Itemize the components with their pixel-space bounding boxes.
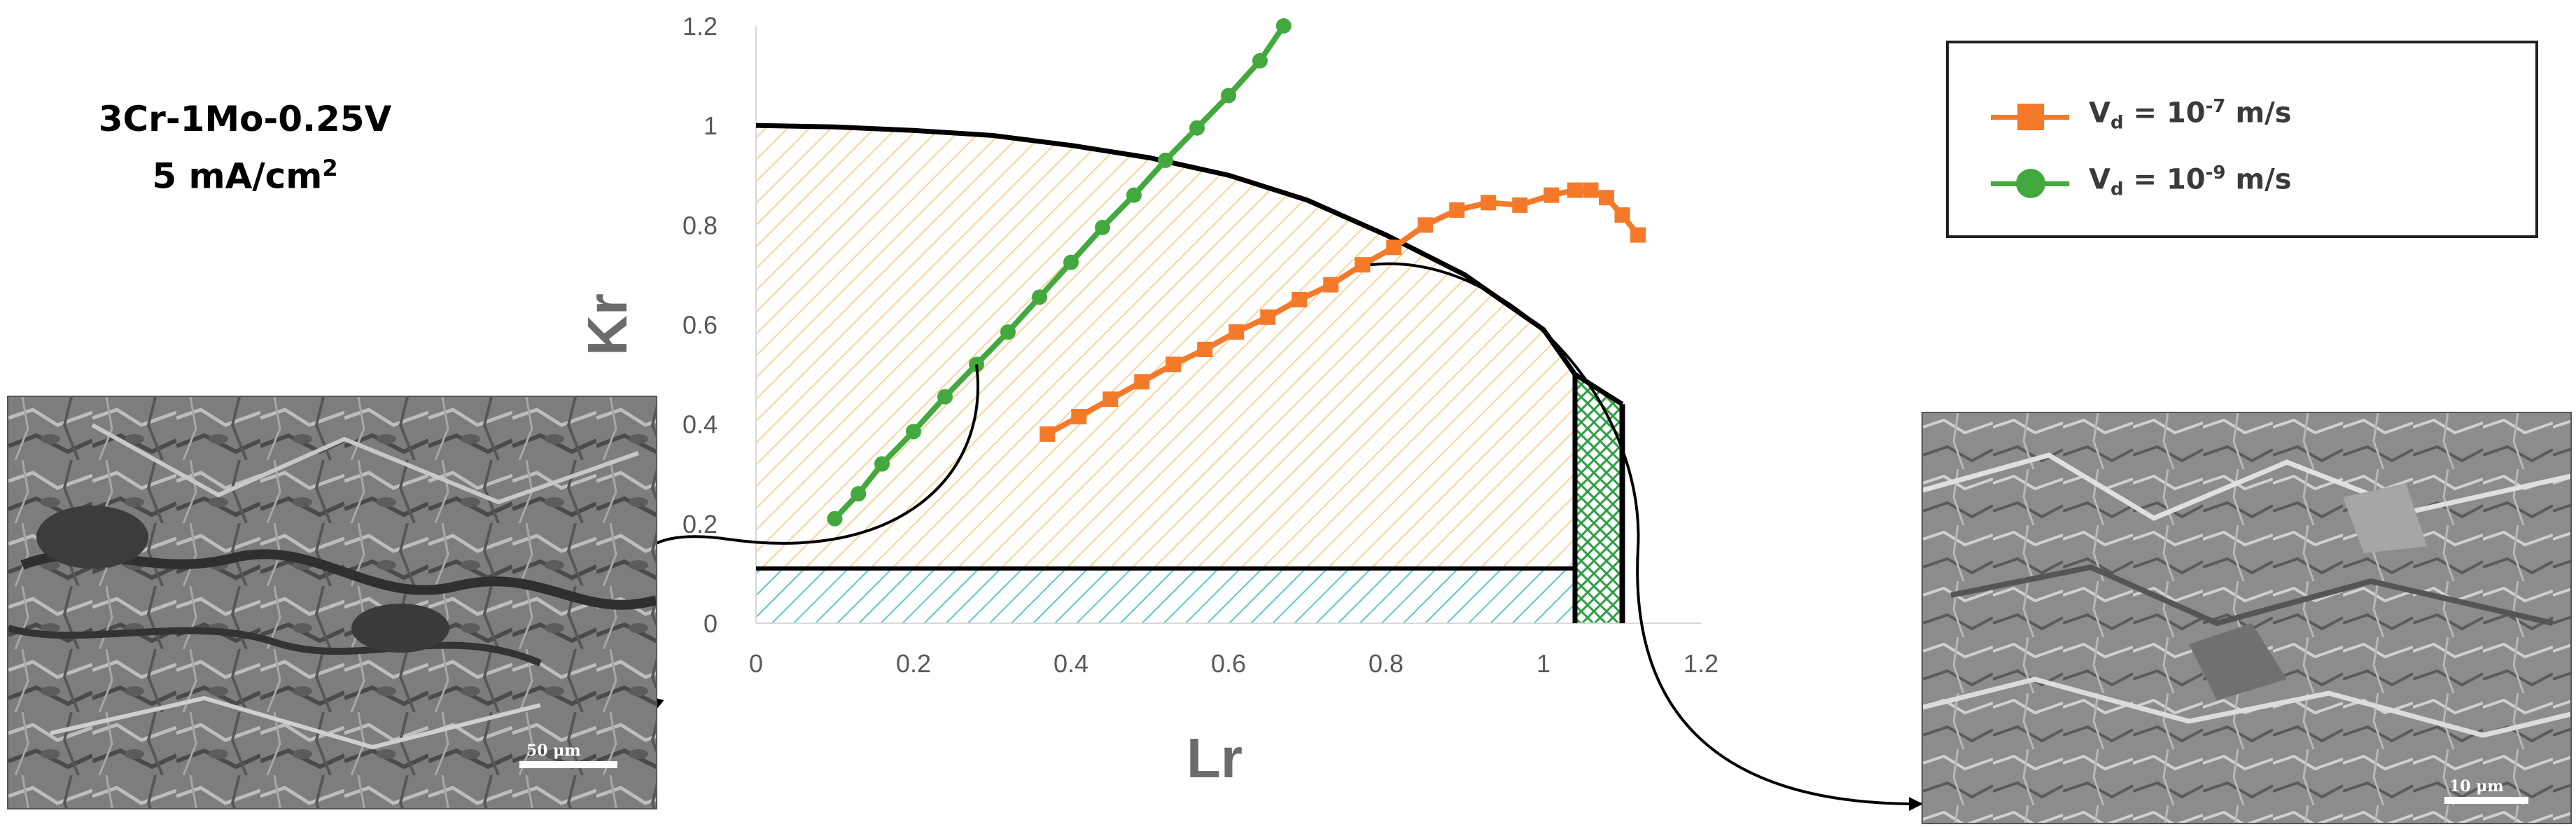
current-density-exponent: 2 bbox=[322, 155, 338, 181]
data-point-fast bbox=[1292, 291, 1308, 307]
data-point-slow bbox=[1158, 152, 1173, 168]
sem-micrograph-right: 10 μm bbox=[1921, 412, 2572, 824]
data-point-slow bbox=[1189, 120, 1205, 136]
current-density-line: 5 mA/cm2 bbox=[63, 144, 427, 201]
legend-label-slow: Vd = 10-9 m/s bbox=[2089, 162, 2292, 200]
x-tick-label: 0.6 bbox=[1211, 649, 1246, 678]
current-density: 5 mA/cm bbox=[152, 155, 323, 197]
y-axis-title: Kr bbox=[576, 293, 638, 356]
data-point-fast bbox=[1134, 374, 1150, 390]
x-tick-label: 1 bbox=[1536, 649, 1550, 678]
data-point-fast bbox=[1599, 190, 1614, 206]
connector-arrow-right bbox=[1370, 262, 1923, 812]
material-name: 3Cr-1Mo-0.25V bbox=[98, 99, 392, 139]
left-scale-label: 50 μm bbox=[526, 742, 581, 760]
right-scale-label: 10 μm bbox=[2449, 777, 2504, 795]
data-point-fast bbox=[1260, 309, 1276, 325]
data-point-fast bbox=[1614, 207, 1630, 223]
material-title: 3Cr-1Mo-0.25V 5 mA/cm2 bbox=[63, 95, 427, 201]
data-point-slow bbox=[937, 389, 953, 405]
y-tick-label: 0.8 bbox=[682, 211, 718, 239]
data-point-fast bbox=[1567, 182, 1583, 198]
data-point-slow bbox=[874, 456, 890, 472]
y-tick-label: 1.2 bbox=[682, 12, 718, 41]
x-tick-label: 0.4 bbox=[1054, 649, 1088, 678]
data-point-fast bbox=[1102, 391, 1119, 408]
x-axis-title: Lr bbox=[1186, 727, 1242, 789]
data-point-fast bbox=[1354, 257, 1371, 273]
data-point-fast bbox=[1386, 239, 1402, 256]
legend-label-fast: Vd = 10-7 m/s bbox=[2089, 96, 2292, 134]
y-tick-label: 0.4 bbox=[682, 410, 718, 439]
sem-micrograph-left: 50 μm bbox=[7, 396, 657, 809]
data-point-fast bbox=[1512, 197, 1528, 213]
data-point-fast bbox=[1449, 202, 1465, 218]
data-point-fast bbox=[1583, 182, 1599, 198]
x-tick-label: 0.8 bbox=[1368, 649, 1404, 678]
series-line-fast bbox=[1046, 187, 1641, 437]
data-point-fast bbox=[1418, 217, 1434, 233]
legend: Vd = 10-7 m/s Vd = 10-9 m/s bbox=[1946, 41, 2538, 238]
data-point-slow bbox=[1063, 254, 1079, 270]
legend-entry-slow: Vd = 10-9 m/s bbox=[1991, 162, 2523, 204]
data-point-slow bbox=[1252, 53, 1268, 69]
data-point-fast bbox=[1197, 342, 1213, 358]
sem-image-right: 10 μm bbox=[1922, 413, 2571, 823]
legend-circle-marker bbox=[2016, 169, 2045, 198]
legend-square-marker bbox=[2017, 104, 2044, 130]
data-point-fast bbox=[1071, 409, 1087, 425]
x-tick-label: 0 bbox=[749, 649, 763, 678]
series-line-slow bbox=[832, 24, 1287, 521]
data-point-fast bbox=[1040, 426, 1056, 442]
legend-entry-fast: Vd = 10-7 m/s bbox=[1991, 96, 2523, 138]
sem-image-left: 50 μm bbox=[7, 397, 657, 808]
y-tick-label: 0.2 bbox=[682, 510, 718, 538]
data-point-fast bbox=[1228, 324, 1245, 340]
data-point-fast bbox=[1166, 356, 1182, 373]
data-point-fast bbox=[1544, 187, 1560, 203]
x-tick-label: 0.2 bbox=[896, 649, 931, 678]
y-tick-label: 0.6 bbox=[682, 311, 718, 340]
y-tick-label: 1 bbox=[704, 111, 718, 140]
data-point-slow bbox=[1032, 289, 1047, 305]
data-point-fast bbox=[1323, 277, 1339, 293]
safe-region-hatch bbox=[756, 125, 1575, 569]
data-point-slow bbox=[1000, 324, 1016, 340]
data-point-slow bbox=[1275, 18, 1292, 34]
cutoff-region-hatch bbox=[1575, 374, 1623, 623]
data-point-slow bbox=[1095, 219, 1110, 235]
data-point-slow bbox=[906, 424, 921, 440]
data-point-slow bbox=[1221, 88, 1236, 104]
data-point-slow bbox=[1126, 187, 1142, 203]
data-point-slow bbox=[850, 486, 867, 502]
x-tick-label: 1.2 bbox=[1684, 649, 1718, 678]
lower-band-hatch bbox=[756, 568, 1575, 623]
data-point-slow bbox=[827, 510, 843, 527]
y-tick-label: 0 bbox=[704, 609, 718, 638]
data-point-fast bbox=[1480, 195, 1497, 211]
data-point-fast bbox=[1630, 227, 1646, 243]
